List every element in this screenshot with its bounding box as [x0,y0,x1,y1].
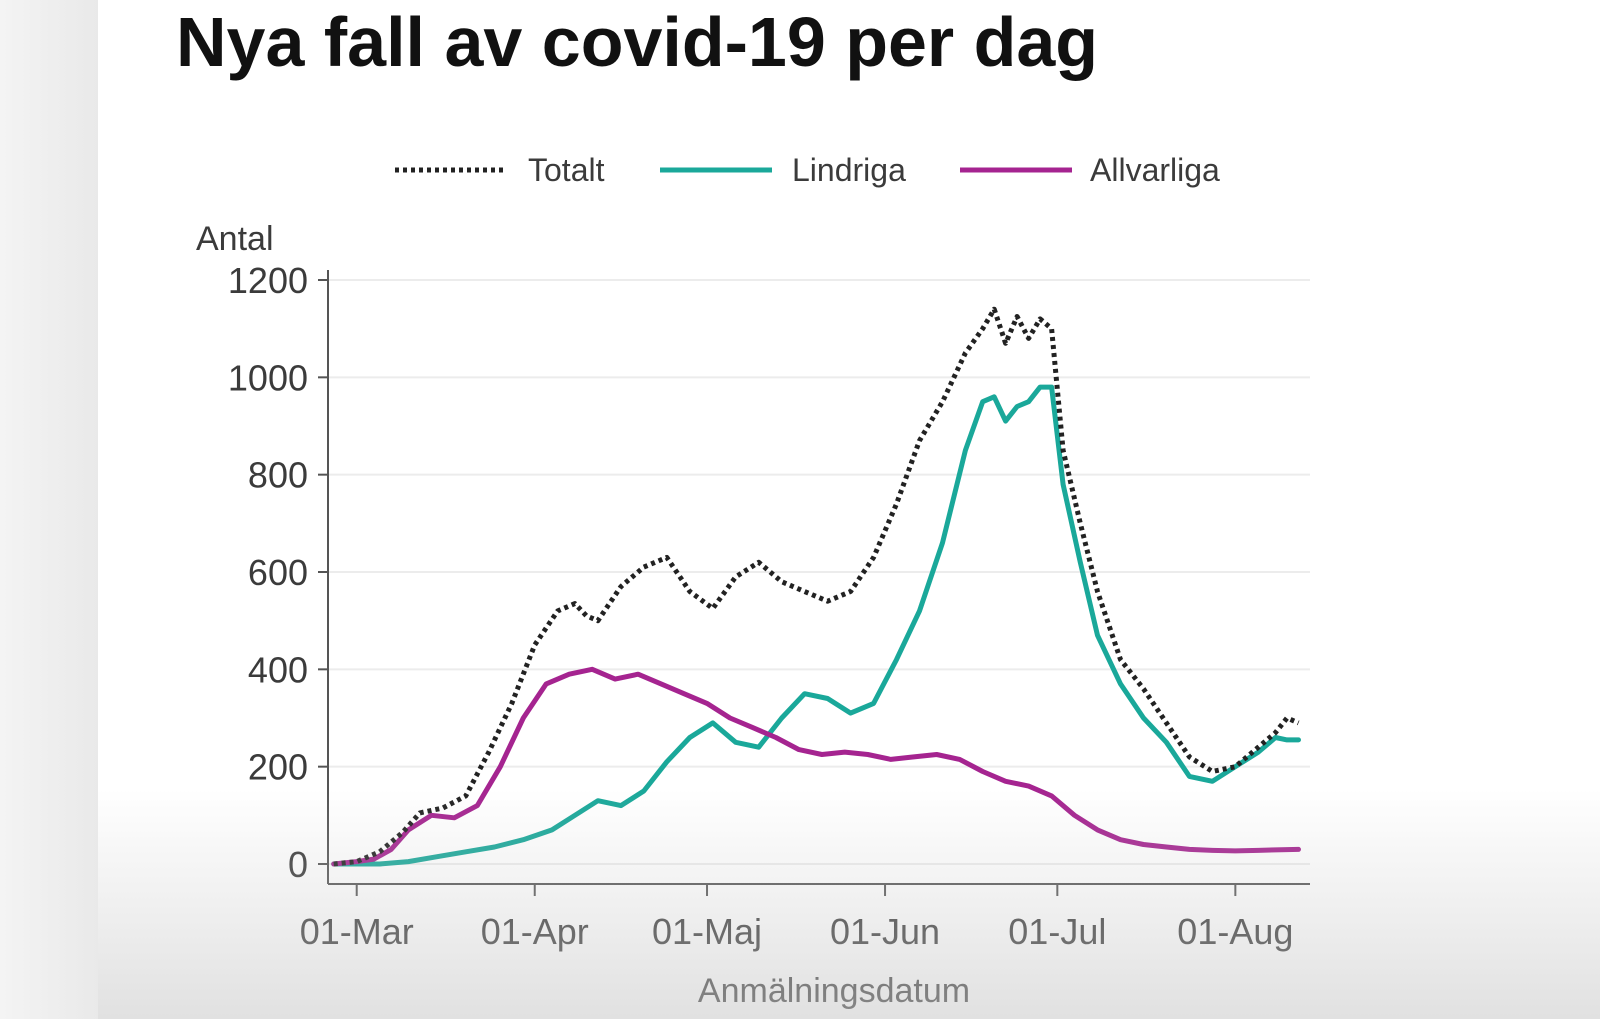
x-tick-label: 01-Maj [652,911,762,952]
series-lines [331,306,1301,867]
x-tick-label: 01-Mar [300,911,414,952]
y-tick-label: 800 [248,455,308,496]
y-tick-label: 1200 [228,260,308,301]
legend: Totalt Lindriga Allvarliga [395,152,1220,188]
y-axis-label: Antal [196,220,274,258]
x-tick-label: 01-Jul [1008,911,1106,952]
series-line-lindriga [331,384,1301,867]
y-tick-label: 200 [248,747,308,788]
x-tick-label: 01-Jun [830,911,940,952]
legend-label-allvarliga: Allvarliga [1090,152,1220,188]
gridlines [328,279,1310,865]
x-axis-label: Anmälningsdatum [698,972,970,1010]
series-line-totalt [333,306,1300,867]
legend-label-totalt: Totalt [528,152,605,188]
legend-label-lindriga: Lindriga [792,152,906,188]
x-tick-label: 01-Aug [1177,911,1293,952]
y-tick-label: 1000 [228,357,308,398]
y-tick-label: 0 [288,844,308,885]
y-tick-label: 600 [248,552,308,593]
left-margin-band [0,0,98,1019]
chart-title: Nya fall av covid-19 per dag [176,3,1099,81]
y-tick-label: 400 [248,649,308,690]
x-tick-label: 01-Apr [481,911,589,952]
